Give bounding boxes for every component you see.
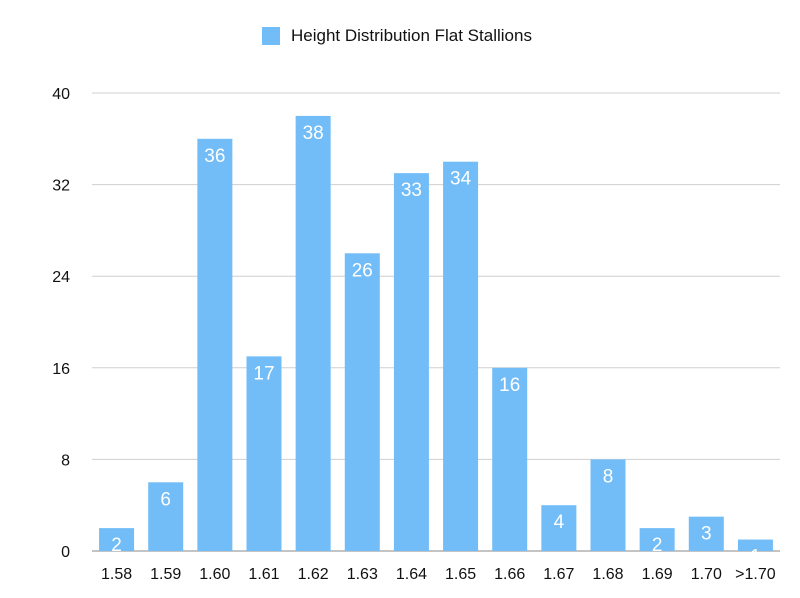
data-label: 36 (204, 146, 225, 167)
bar (344, 253, 380, 552)
y-tick-label: 16 (52, 361, 70, 378)
data-label: 17 (253, 363, 274, 384)
data-label: 33 (401, 180, 422, 201)
data-label: 34 (450, 169, 472, 190)
bar (492, 367, 528, 551)
bar (541, 505, 577, 551)
x-tick-label: 1.63 (347, 566, 378, 583)
x-tick-label: 1.60 (199, 566, 230, 583)
data-label: 2 (111, 535, 122, 556)
data-label: 8 (603, 466, 614, 487)
x-tick-label: 1.64 (396, 566, 427, 583)
bar (639, 528, 675, 551)
legend: Height Distribution Flat Stallions (262, 24, 532, 48)
x-tick-label: 1.62 (298, 566, 329, 583)
bar (393, 173, 429, 551)
x-tick-label: 1.65 (445, 566, 476, 583)
data-label: 4 (554, 512, 565, 533)
data-label: 16 (499, 375, 520, 396)
x-tick-label: 1.67 (543, 566, 574, 583)
x-tick-label: 1.69 (642, 566, 673, 583)
legend-label: Height Distribution Flat Stallions (291, 26, 532, 45)
data-label: 38 (303, 123, 324, 144)
legend-swatch (262, 27, 280, 45)
bar (148, 482, 184, 551)
data-label: 1 (750, 547, 761, 568)
x-tick-label: 1.58 (101, 566, 132, 583)
x-tick-label: 1.61 (248, 566, 279, 583)
y-tick-label: 8 (61, 452, 70, 469)
y-tick-label: 40 (52, 86, 70, 103)
data-label: 3 (701, 524, 712, 545)
bar (688, 516, 724, 551)
bar (737, 539, 773, 551)
bar (197, 138, 233, 552)
bar (99, 528, 135, 551)
bar (590, 459, 626, 551)
x-tick-label: 1.66 (494, 566, 525, 583)
x-tick-label: 1.70 (691, 566, 722, 583)
y-tick-label: 32 (52, 178, 70, 195)
data-label: 6 (160, 489, 171, 510)
y-tick-label: 24 (52, 269, 70, 286)
data-label: 26 (352, 260, 373, 281)
x-tick-label: 1.59 (150, 566, 181, 583)
x-tick-label: 1.68 (592, 566, 623, 583)
data-label: 2 (652, 535, 663, 556)
bar (443, 161, 479, 551)
y-tick-label: 0 (61, 544, 70, 561)
x-tick-label: >1.70 (735, 566, 776, 583)
bar (246, 356, 282, 551)
bar (295, 115, 331, 552)
